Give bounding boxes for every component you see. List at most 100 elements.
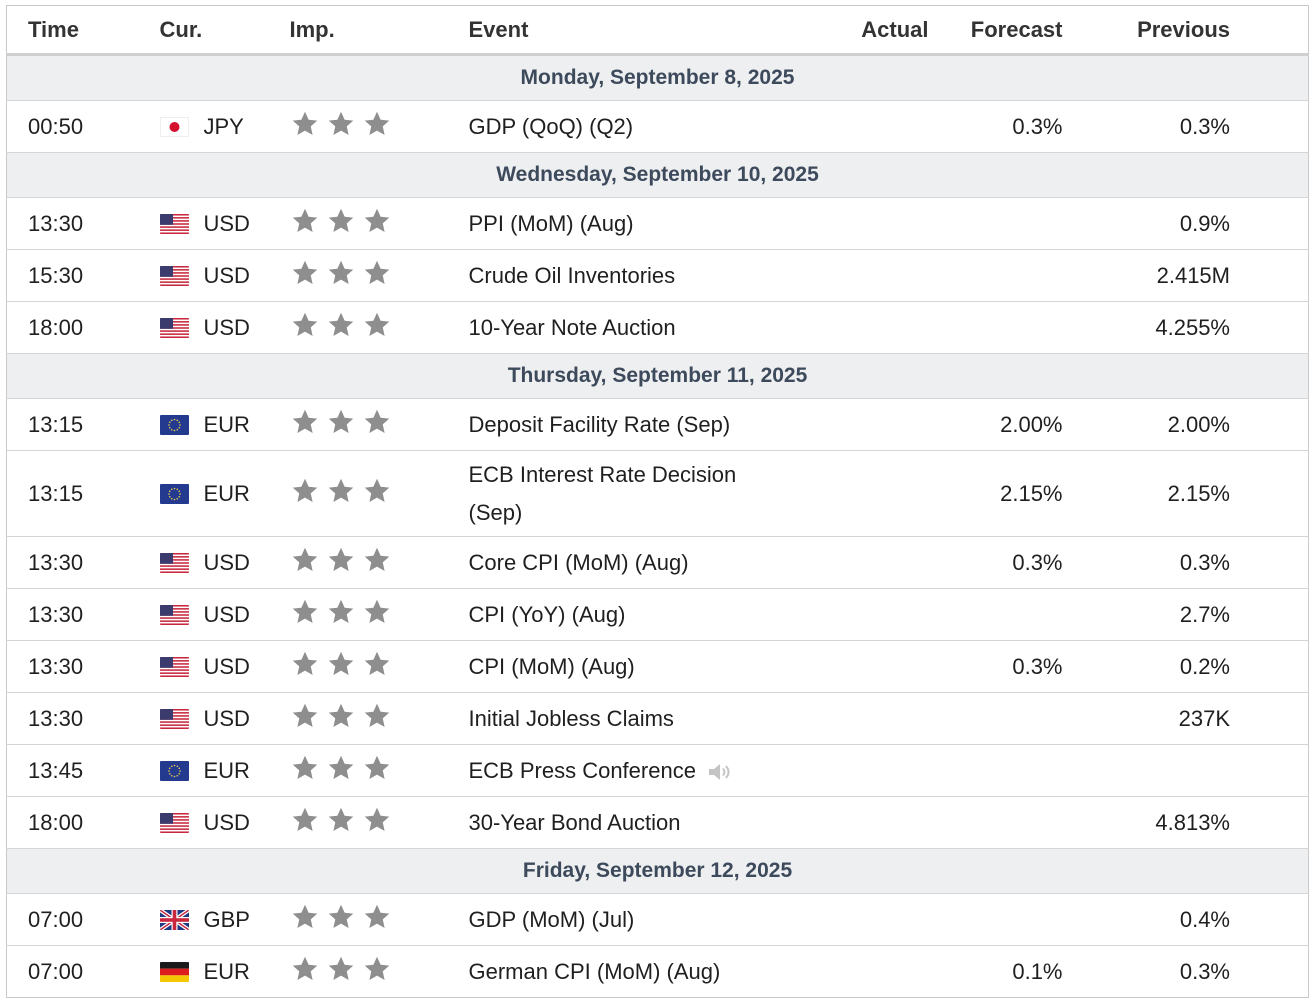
star-icon <box>326 310 356 346</box>
event-name[interactable]: German CPI (MoM) (Aug) <box>468 958 721 984</box>
table-row[interactable]: 15:30 USD Crude Oil Inventories 2.415M <box>6 249 1309 302</box>
star-icon <box>362 753 392 789</box>
importance-cell <box>289 536 469 589</box>
star-icon <box>290 954 320 990</box>
event-cell[interactable]: PPI (MoM) (Aug) <box>468 197 849 250</box>
forecast-cell <box>928 893 1081 946</box>
previous-value: 2.15% <box>1167 480 1230 506</box>
importance-stars <box>290 258 469 294</box>
event-cell[interactable]: 30-Year Bond Auction <box>468 796 849 849</box>
forecast-cell: 0.3% <box>928 100 1081 153</box>
forecast-cell <box>928 197 1081 250</box>
table-row[interactable]: 07:00 EUR German CPI (MoM) (Aug) 0.1% 0.3% <box>6 945 1309 998</box>
table-row[interactable]: 00:50 JPY GDP (QoQ) (Q2) 0.3% 0.3% <box>6 100 1309 153</box>
importance-stars <box>290 805 469 841</box>
day-header-row: Friday, September 12, 2025 <box>6 848 1309 894</box>
actual-value <box>848 197 929 250</box>
event-cell[interactable]: Core CPI (MoM) (Aug) <box>468 536 849 589</box>
importance-stars <box>290 545 469 581</box>
forecast-value <box>1063 810 1081 835</box>
forecast-cell <box>928 692 1081 745</box>
star-icon <box>290 805 320 841</box>
actual-value <box>848 301 929 354</box>
speaker-icon[interactable] <box>696 758 732 783</box>
star-icon <box>290 545 320 581</box>
table-row[interactable]: 13:30 USD CPI (YoY) (Aug) 2.7% <box>6 588 1309 641</box>
event-name[interactable]: 30-Year Bond Auction <box>468 809 681 835</box>
table-row[interactable]: 07:00 GBP GDP (MoM) (Jul) 0.4% <box>6 893 1309 946</box>
us-flag-icon <box>159 812 189 833</box>
star-icon <box>290 902 320 938</box>
event-cell[interactable]: Crude Oil Inventories <box>468 249 849 302</box>
star-icon <box>290 701 320 737</box>
jp-flag-icon <box>159 116 189 137</box>
currency-cell: USD <box>159 640 290 693</box>
importance-stars <box>290 701 469 737</box>
previous-value: 2.415M <box>1156 262 1230 288</box>
event-name[interactable]: Crude Oil Inventories <box>468 262 676 288</box>
currency-cell: USD <box>159 588 290 641</box>
currency-cell: EUR <box>159 398 290 451</box>
table-row[interactable]: 13:30 USD Initial Jobless Claims 237K <box>6 692 1309 745</box>
event-cell[interactable]: German CPI (MoM) (Aug) <box>468 945 849 998</box>
star-icon <box>326 753 356 789</box>
header-previous[interactable]: Previous <box>1080 5 1309 56</box>
header-currency[interactable]: Cur. <box>159 5 290 56</box>
table-row[interactable]: 13:30 USD CPI (MoM) (Aug) 0.3% 0.2% <box>6 640 1309 693</box>
header-actual[interactable]: Actual <box>848 5 929 56</box>
table-row[interactable]: 13:45 EUR ECB Press Conference <box>6 744 1309 797</box>
forecast-value: 0.3% <box>1012 653 1063 679</box>
event-cell[interactable]: GDP (QoQ) (Q2) <box>468 100 849 153</box>
event-cell[interactable]: Initial Jobless Claims <box>468 692 849 745</box>
star-icon <box>326 258 356 294</box>
star-icon <box>290 109 320 145</box>
event-name[interactable]: ECB Press Conference <box>468 757 696 783</box>
currency-code: USD <box>203 653 250 679</box>
event-name[interactable]: PPI (MoM) (Aug) <box>468 210 634 236</box>
event-name[interactable]: 10-Year Note Auction <box>468 314 676 340</box>
table-row[interactable]: 18:00 USD 30-Year Bond Auction 4.813% <box>6 796 1309 849</box>
event-cell[interactable]: CPI (YoY) (Aug) <box>468 588 849 641</box>
event-name[interactable]: CPI (YoY) (Aug) <box>468 601 626 627</box>
event-name[interactable]: ECB Interest Rate Decision (Sep) <box>468 461 737 525</box>
header-importance[interactable]: Imp. <box>289 5 469 56</box>
event-cell[interactable]: 10-Year Note Auction <box>468 301 849 354</box>
table-row[interactable]: 13:15 EUR ECB Interest Rate Decision (Sep)… <box>6 450 1309 537</box>
star-icon <box>326 649 356 685</box>
event-name[interactable]: GDP (QoQ) (Q2) <box>468 113 634 139</box>
us-flag-icon <box>159 708 189 729</box>
event-name[interactable]: GDP (MoM) (Jul) <box>468 906 635 932</box>
table-row[interactable]: 18:00 USD 10-Year Note Auction 4.255% <box>6 301 1309 354</box>
previous-cell: 0.3% <box>1080 945 1309 998</box>
day-header-row: Monday, September 8, 2025 <box>6 54 1309 101</box>
event-cell[interactable]: Deposit Facility Rate (Sep) <box>468 398 849 451</box>
event-name[interactable]: Deposit Facility Rate (Sep) <box>468 411 731 437</box>
forecast-cell: 0.3% <box>928 536 1081 589</box>
actual-value <box>848 398 929 451</box>
table-row[interactable]: 13:30 USD PPI (MoM) (Aug) 0.9% <box>6 197 1309 250</box>
event-time: 13:30 <box>6 692 160 745</box>
event-name[interactable]: Core CPI (MoM) (Aug) <box>468 549 689 575</box>
event-name[interactable]: CPI (MoM) (Aug) <box>468 653 635 679</box>
header-event[interactable]: Event <box>468 5 849 56</box>
importance-cell <box>289 588 469 641</box>
event-name[interactable]: Initial Jobless Claims <box>468 705 674 731</box>
event-cell[interactable]: ECB Press Conference <box>468 744 849 797</box>
event-cell[interactable]: GDP (MoM) (Jul) <box>468 893 849 946</box>
header-time[interactable]: Time <box>6 5 160 56</box>
forecast-value <box>1063 315 1081 340</box>
previous-value: 0.3% <box>1179 549 1230 575</box>
currency-cell: USD <box>159 796 290 849</box>
event-cell[interactable]: ECB Interest Rate Decision (Sep) <box>468 450 849 537</box>
table-row[interactable]: 13:30 USD Core CPI (MoM) (Aug) 0.3% 0.3% <box>6 536 1309 589</box>
previous-cell: 2.15% <box>1080 450 1309 537</box>
header-forecast[interactable]: Forecast <box>928 5 1081 56</box>
event-time: 07:00 <box>6 945 160 998</box>
actual-value <box>848 450 929 537</box>
currency-code: EUR <box>203 958 250 984</box>
event-cell[interactable]: CPI (MoM) (Aug) <box>468 640 849 693</box>
forecast-value <box>1063 211 1081 236</box>
importance-cell <box>289 640 469 693</box>
forecast-value <box>1063 263 1081 288</box>
table-row[interactable]: 13:15 EUR Deposit Facility Rate (Sep) 2.00%… <box>6 398 1309 451</box>
